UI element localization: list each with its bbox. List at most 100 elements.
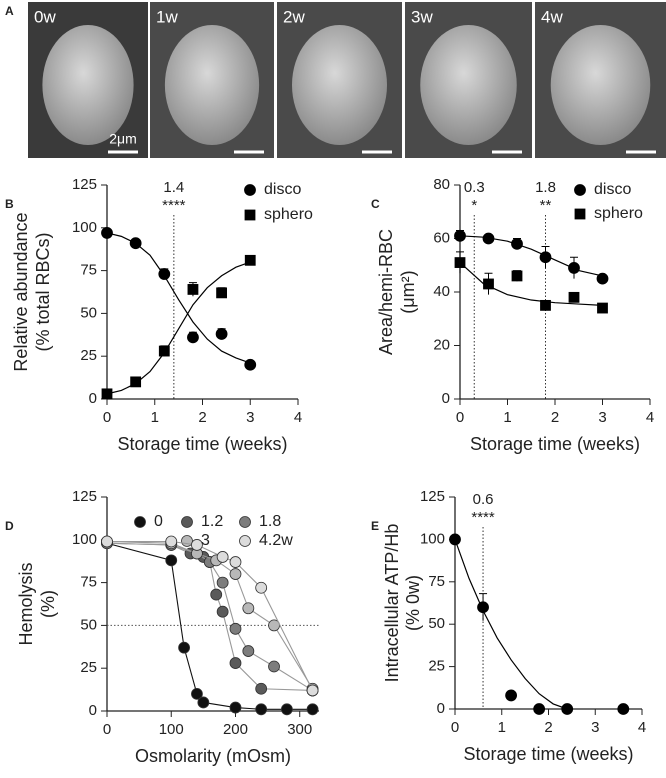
scale-label: 2μm <box>109 131 137 147</box>
x-tick-label: 0 <box>103 409 111 426</box>
x-axis-label: Storage time (weeks) <box>470 434 640 454</box>
y-tick-label: 50 <box>80 616 97 633</box>
y-tick-label: 60 <box>433 229 450 246</box>
y-tick-label: 125 <box>72 488 97 505</box>
data-point <box>483 278 494 290</box>
cell <box>42 25 134 145</box>
y-tick-label: 75 <box>80 574 97 591</box>
data-point <box>191 539 203 551</box>
data-point <box>540 299 551 311</box>
x-tick-label: 1 <box>498 719 506 736</box>
data-point <box>215 328 228 340</box>
cell <box>550 25 651 145</box>
cell <box>164 25 260 145</box>
y-tick-label: 50 <box>428 615 445 632</box>
data-point <box>244 254 256 266</box>
legend-label: 1.8 <box>259 513 281 530</box>
data-point <box>130 376 142 388</box>
y-tick-label: 0 <box>89 702 97 719</box>
data-point <box>449 533 461 546</box>
data-point <box>165 535 178 548</box>
fit-curve <box>106 232 251 364</box>
legend-marker <box>181 516 193 528</box>
y-tick-label: 25 <box>80 347 97 364</box>
y-tick-label: 0 <box>437 700 445 717</box>
data-point <box>229 701 242 714</box>
data-point <box>158 268 171 280</box>
data-point <box>158 345 170 357</box>
x-tick-label: 2 <box>198 409 206 426</box>
data-point <box>568 262 580 274</box>
legend-marker <box>239 516 251 528</box>
data-point <box>477 601 489 614</box>
series-line <box>106 542 313 692</box>
legend-marker <box>574 184 586 196</box>
data-point <box>255 581 268 594</box>
data-point <box>229 622 242 635</box>
x-tick-label: 3 <box>598 409 606 426</box>
annotation-value: 0.6 <box>473 491 494 508</box>
x-tick-label: 3 <box>246 409 254 426</box>
x-tick-label: 1 <box>503 409 511 426</box>
legend-label: disco <box>594 181 631 198</box>
legend-label: 3 <box>201 532 210 549</box>
data-point <box>505 689 518 702</box>
legend-marker <box>574 208 586 220</box>
panel-letter: B <box>5 197 14 211</box>
annotation-stars: ** <box>540 197 552 214</box>
data-point <box>255 703 268 716</box>
y-axis-label: Intracellular ATP/Hb <box>382 524 402 683</box>
annotation-value: 1.8 <box>535 179 556 196</box>
data-point <box>229 556 242 568</box>
y-tick-label: 50 <box>80 304 97 321</box>
micrograph-label: 4w <box>541 7 563 26</box>
y-tick-label: 75 <box>428 573 445 590</box>
x-tick-label: 3 <box>591 719 599 736</box>
data-point <box>482 232 495 245</box>
x-tick-label: 4 <box>646 409 654 426</box>
data-point <box>216 551 229 563</box>
fit-curve <box>459 235 603 277</box>
legend-label: 1.2 <box>201 513 223 530</box>
data-point <box>561 703 574 715</box>
legend-label: 4.2w <box>259 532 293 549</box>
cell <box>420 25 517 145</box>
data-point <box>306 684 319 697</box>
x-tick-label: 200 <box>223 721 248 738</box>
y-tick-label: 0 <box>89 390 97 407</box>
data-point <box>229 568 242 580</box>
series-line <box>106 542 313 710</box>
x-axis-label: Osmolarity (mOsm) <box>135 746 291 766</box>
annotation-value: 0.3 <box>464 179 485 196</box>
data-point <box>511 270 523 282</box>
data-point <box>597 302 608 314</box>
data-point <box>216 287 228 299</box>
data-point <box>101 388 113 400</box>
y-axis-label: (% total RBCs) <box>33 232 53 351</box>
fit-curve <box>106 261 251 395</box>
fit-curve <box>454 539 568 710</box>
x-tick-label: 0 <box>103 721 111 738</box>
legend-marker <box>134 516 146 528</box>
data-point <box>178 641 190 654</box>
legend-label: sphero <box>264 206 313 223</box>
data-point <box>454 229 466 242</box>
y-tick-label: 75 <box>80 262 97 279</box>
data-point <box>197 696 210 709</box>
y-tick-label: 20 <box>433 336 450 353</box>
x-tick-label: 2 <box>544 719 552 736</box>
data-point <box>165 554 178 567</box>
data-point <box>187 331 199 344</box>
x-tick-label: 2 <box>551 409 559 426</box>
data-point <box>242 645 255 657</box>
y-axis-label: (%) <box>38 590 58 618</box>
data-point <box>268 660 280 673</box>
micrograph-label: 1w <box>156 7 178 26</box>
y-tick-label: 100 <box>72 531 97 548</box>
y-tick-label: 125 <box>420 488 445 505</box>
x-tick-label: 4 <box>638 719 646 736</box>
panel-letter: D <box>5 519 14 533</box>
x-tick-label: 100 <box>159 721 184 738</box>
data-point <box>216 605 229 618</box>
annotation-value: 1.4 <box>163 179 184 196</box>
